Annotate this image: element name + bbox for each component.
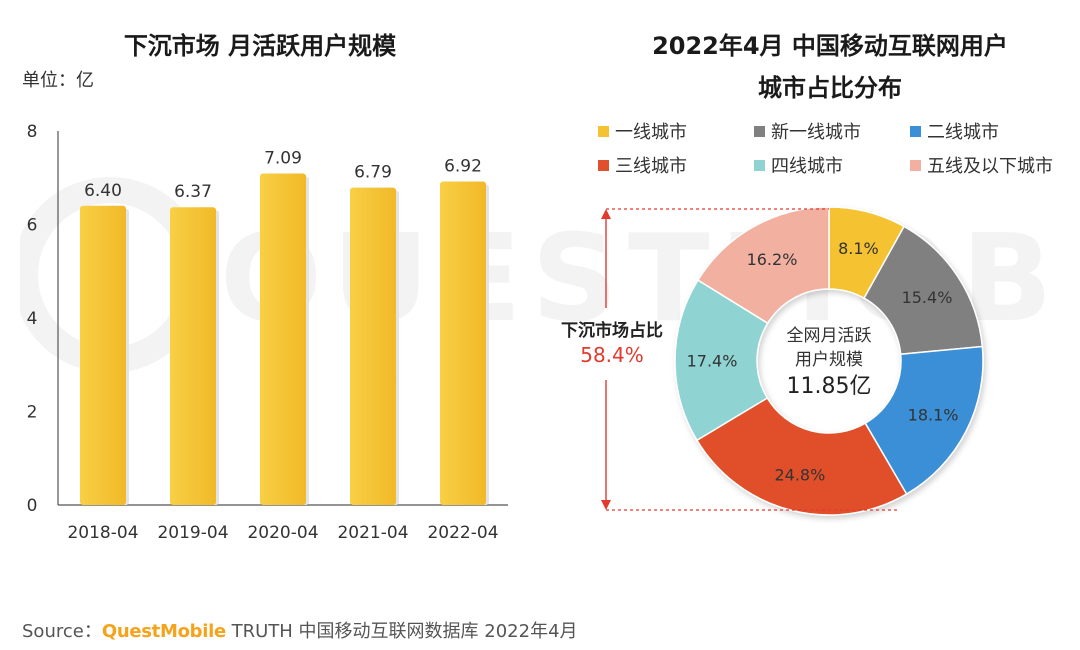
slice-value-label: 15.4% [902,288,953,307]
center-value: 11.85亿 [787,374,872,399]
source-rest: TRUTH 中国移动互联网数据库 2022年4月 [231,621,578,642]
x-tick-label: 2021-04 [337,523,408,543]
x-tick-label: 2020-04 [247,523,318,543]
legend-swatch [598,159,609,171]
legend-swatch [910,125,921,137]
bar-value-label: 7.09 [264,149,302,169]
legend-item-tier5-below: 五线及以下城市 [910,152,1053,178]
bracket-value: 58.4% [580,343,644,367]
bar [350,187,396,505]
bar-value-label: 6.92 [444,156,482,176]
legend-item-tier2: 二线城市 [910,118,999,144]
legend-swatch [754,159,765,171]
legend-swatch [910,159,921,171]
x-tick-label: 2019-04 [157,523,228,543]
bar [260,173,306,506]
donut-slice [696,206,830,325]
y-tick-label: 8 [27,122,38,142]
bar-chart-title: 下沉市场 月活跃用户规模 [123,32,397,60]
bar [440,181,486,505]
legend-item-new-tier1: 新一线城市 [754,118,861,144]
legend-label: 五线及以下城市 [927,156,1053,177]
donut-slice [674,279,769,442]
x-tick-label: 2018-04 [67,523,138,543]
slice-value-label: 24.8% [774,465,825,484]
legend-swatch [598,125,609,137]
donut-chart-title-line2: 城市占比分布 [758,74,902,102]
y-tick-label: 2 [27,403,38,423]
legend-label: 四线城市 [771,156,843,177]
center-label-line1: 全网月活跃 [787,326,872,346]
bar [80,205,126,506]
bar-chart: 0 2 4 6 8 6.40 2018-04 6.37 2019-04 7.09 2020-04 6.… [27,122,508,543]
bar-value-label: 6.79 [354,163,392,183]
y-tick-label: 4 [27,309,38,329]
x-tick-label: 2022-04 [427,523,498,543]
legend-swatch [754,125,765,137]
bracket-arrow-up [601,209,611,219]
center-label-line2: 用户规模 [795,350,863,370]
donut-slice [864,345,984,496]
donut-slice [695,397,908,516]
source-prefix: Source： [22,621,102,642]
slice-value-label: 8.1% [838,239,879,258]
slice-value-label: 17.4% [687,351,738,370]
source-line: Source：QuestMobile TRUTH 中国移动互联网数据库 2022… [22,617,578,643]
bar [170,207,216,505]
y-tick-label: 6 [27,216,38,236]
legend-label: 一线城市 [615,122,687,143]
source-brand: QuestMobile [101,621,226,642]
legend-item-tier1: 一线城市 [598,118,687,144]
legend-label: 二线城市 [927,122,999,143]
bar-value-label: 6.37 [174,182,212,202]
legend-item-tier4: 四线城市 [754,152,843,178]
donut-chart-title-line1: 2022年4月 中国移动互联网用户 [652,32,1008,60]
y-tick-label: 0 [27,496,38,516]
legend-label: 三线城市 [615,156,687,177]
legend-label: 新一线城市 [771,122,861,143]
bracket-arrow-down [601,500,611,510]
legend-item-tier3: 三线城市 [598,152,687,178]
slice-value-label: 18.1% [908,405,959,424]
donut-slice [863,225,984,356]
slice-value-label: 16.2% [747,250,798,269]
donut-slices [674,206,984,516]
bar-value-label: 6.40 [84,181,122,201]
bar-chart-unit: 单位：亿 [22,70,94,91]
bracket-label: 下沉市场占比 [561,320,663,341]
